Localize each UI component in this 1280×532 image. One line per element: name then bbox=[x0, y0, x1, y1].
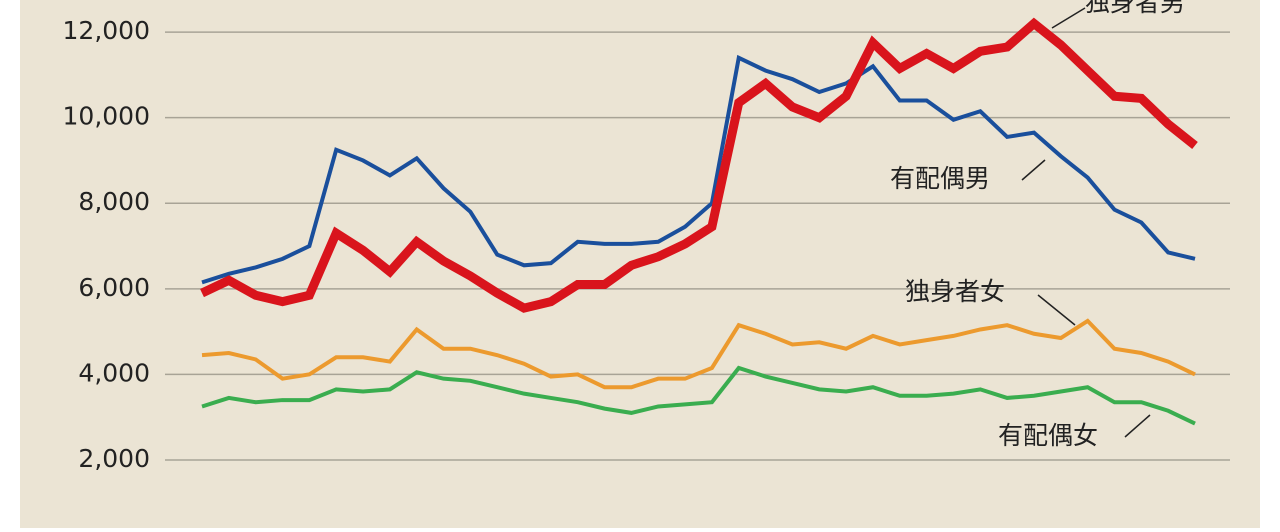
y-tick-label: 6,000 bbox=[78, 273, 150, 302]
series-label: 有配偶女 bbox=[998, 421, 1098, 450]
y-tick-label: 4,000 bbox=[78, 358, 150, 387]
leader bbox=[1051, 7, 1086, 29]
series-line bbox=[200, 17, 1198, 313]
series-line bbox=[201, 365, 1196, 426]
y-tick-label: 2,000 bbox=[78, 444, 150, 473]
series-label: 独身者男 bbox=[1085, 0, 1185, 17]
lines bbox=[200, 17, 1198, 426]
grid: 2,000 4,000 6,000 8,000 10,000 12,000 bbox=[63, 16, 1230, 473]
leader bbox=[1037, 294, 1076, 326]
series-label: 独身者女 bbox=[905, 277, 1005, 306]
series-line bbox=[201, 318, 1196, 390]
leader bbox=[1124, 414, 1151, 438]
leader bbox=[1021, 159, 1046, 181]
series-label: 有配偶男 bbox=[890, 164, 990, 193]
y-tick-label: 8,000 bbox=[78, 187, 150, 216]
series-line bbox=[201, 54, 1196, 285]
y-tick-label: 10,000 bbox=[63, 102, 150, 131]
y-tick-label: 12,000 bbox=[63, 16, 150, 45]
